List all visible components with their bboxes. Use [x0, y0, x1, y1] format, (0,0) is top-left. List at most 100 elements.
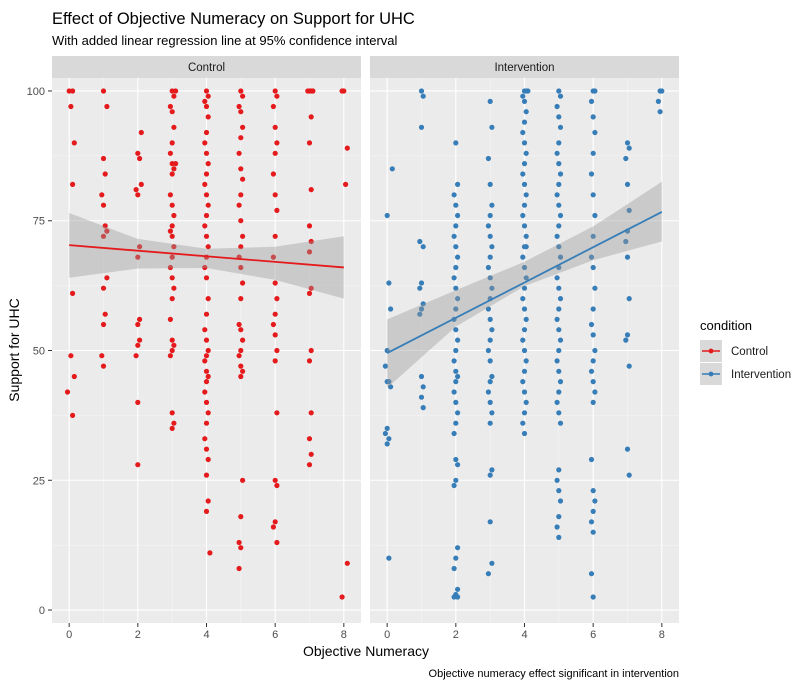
data-point-intervention [489, 244, 495, 250]
data-point-control [202, 98, 208, 104]
data-point-control [238, 244, 244, 250]
legend-point-control [708, 348, 714, 354]
data-point-control [207, 550, 213, 556]
data-point-control [272, 280, 278, 286]
data-point-intervention [386, 280, 392, 286]
data-point-control [104, 228, 110, 234]
data-point-control [169, 275, 175, 281]
data-point-intervention [588, 321, 595, 328]
data-point-control [343, 181, 349, 187]
data-point-intervention [487, 212, 493, 219]
data-point-control [308, 114, 314, 120]
data-point-control [100, 155, 107, 162]
data-point-intervention [557, 498, 564, 504]
data-point-intervention [485, 347, 491, 354]
facet-strip-intervention [370, 56, 679, 78]
data-point-control [272, 358, 278, 364]
data-point-intervention [557, 337, 564, 343]
x-axis: 0 2 4 6 8 0 2 4 6 8 [66, 623, 665, 641]
data-point-control [171, 124, 177, 130]
data-point-intervention [554, 103, 560, 110]
data-point-intervention [485, 389, 491, 395]
data-point-control [341, 88, 347, 94]
data-point-control [169, 140, 175, 146]
data-point-control [238, 88, 244, 94]
data-point-intervention [556, 389, 562, 395]
data-point-intervention [554, 233, 560, 239]
data-point-intervention [417, 285, 423, 291]
data-point-control [169, 254, 175, 260]
data-point-intervention [624, 446, 631, 452]
data-point-control [135, 254, 141, 260]
data-point-control [205, 114, 211, 120]
data-point-intervention [418, 124, 425, 130]
data-point-control [203, 150, 210, 156]
data-point-intervention [590, 488, 596, 494]
data-point-control [310, 88, 316, 94]
x-tick-label: 6 [272, 629, 278, 641]
data-point-intervention [453, 477, 459, 483]
x-tick-label: 4 [521, 629, 527, 641]
data-point-control [135, 321, 141, 328]
data-point-intervention [455, 212, 461, 219]
data-point-intervention [624, 181, 631, 187]
data-point-control [205, 93, 211, 99]
data-point-intervention [556, 488, 562, 494]
data-point-control [238, 363, 244, 369]
data-point-control [205, 202, 211, 208]
data-point-intervention [588, 171, 595, 177]
data-point-control [205, 373, 211, 380]
data-point-intervention [386, 379, 392, 385]
data-point-intervention [520, 171, 526, 177]
data-point-control [238, 166, 244, 172]
data-point-control [203, 212, 210, 219]
data-point-control [305, 88, 311, 94]
data-point-intervention [556, 368, 562, 374]
data-point-intervention [485, 155, 491, 162]
data-point-intervention [556, 88, 562, 94]
data-point-intervention [590, 264, 596, 271]
data-point-control [240, 233, 246, 239]
data-point-control [272, 477, 278, 483]
data-point-control [272, 150, 278, 156]
data-point-control [202, 358, 208, 364]
data-point-control [137, 316, 143, 322]
data-point-intervention [453, 306, 459, 312]
data-point-intervention [489, 560, 495, 566]
data-point-intervention [557, 420, 564, 426]
data-point-control [306, 290, 313, 296]
data-point-intervention [556, 181, 562, 187]
data-point-control [70, 88, 76, 94]
data-point-control [203, 446, 210, 452]
data-point-intervention [453, 327, 459, 333]
data-point-intervention [556, 244, 562, 250]
data-point-control [306, 249, 313, 255]
data-point-intervention [451, 389, 457, 395]
data-point-intervention [455, 337, 461, 343]
data-point-control [238, 327, 244, 333]
data-point-control [70, 412, 76, 418]
data-point-intervention [453, 244, 459, 250]
data-point-control [169, 337, 175, 343]
data-point-control [202, 436, 208, 442]
data-point-control [308, 347, 314, 354]
data-point-control [306, 462, 313, 468]
data-point-control [169, 410, 175, 416]
x-tick-label: 8 [341, 629, 347, 641]
data-point-control [274, 296, 280, 302]
data-point-intervention [590, 529, 596, 535]
data-point-intervention [554, 524, 560, 530]
data-point-control [272, 88, 278, 94]
data-point-intervention [556, 306, 562, 312]
data-point-intervention [521, 347, 528, 354]
data-point-intervention [523, 233, 529, 239]
data-point-intervention [623, 155, 629, 162]
data-point-intervention [554, 150, 560, 156]
data-point-control [272, 311, 278, 317]
data-point-control [137, 244, 143, 250]
data-point-control [135, 399, 141, 405]
data-point-intervention [521, 410, 528, 416]
data-point-intervention [520, 254, 526, 260]
data-point-intervention [487, 275, 493, 281]
